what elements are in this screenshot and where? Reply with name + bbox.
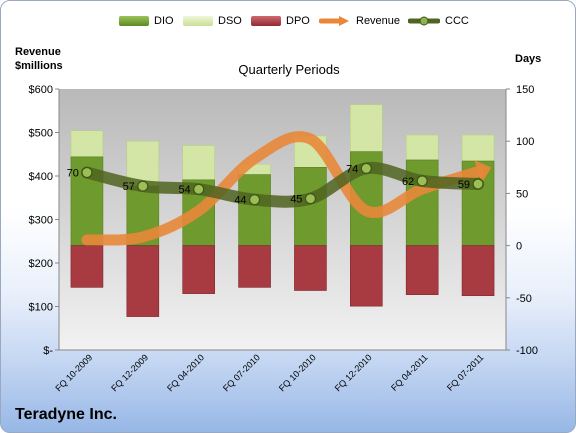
category-label: FQ 12-2009: [109, 352, 150, 393]
revenue-arrowhead: [474, 160, 492, 184]
dio-swatch: [119, 16, 149, 26]
legend-item-revenue: Revenue: [319, 15, 400, 27]
dso-bar: [70, 130, 104, 158]
dpo-bar: [182, 245, 215, 294]
plot-area: [59, 89, 506, 350]
right-tick-label: -100: [516, 345, 538, 357]
company-name: Teradyne Inc.: [15, 406, 117, 423]
left-tick-label: $500: [29, 128, 53, 140]
dpo-bar: [461, 245, 495, 297]
left-axis-title-line2: $millions: [15, 60, 63, 72]
legend-label: DPO: [286, 15, 310, 27]
left-tick-label: $100: [29, 302, 53, 314]
ccc-data-label: 74: [346, 163, 358, 175]
left-tick-label: $400: [29, 171, 53, 183]
ccc-point: [193, 183, 205, 195]
legend-item-dso: DSO: [183, 15, 242, 27]
ccc-data-label: 54: [178, 184, 190, 196]
category-label: FQ 10-2009: [53, 352, 94, 393]
ccc-data-label: 44: [234, 195, 246, 207]
category-label: FQ 04-2011: [389, 352, 430, 393]
ccc-point: [416, 175, 428, 187]
ccc-point: [248, 194, 261, 206]
category-label: FQ 10-2010: [277, 352, 318, 393]
dpo-bar: [350, 245, 383, 307]
ccc-point: [472, 178, 484, 190]
dio-bar: [238, 174, 271, 246]
right-tick-label: -50: [516, 293, 532, 305]
chart-subtitle: Quarterly Periods: [238, 62, 340, 77]
dpo-bar: [405, 245, 439, 295]
dso-bar: [350, 104, 383, 152]
ccc-point: [137, 180, 149, 192]
ccc-point: [360, 162, 372, 174]
legend-item-ccc: CCC: [408, 15, 469, 27]
ccc-data-label: 70: [67, 168, 79, 180]
line-dot-icon: [408, 16, 440, 26]
right-tick-label: 150: [516, 84, 534, 96]
legend-label: DIO: [154, 15, 174, 27]
dso-bar: [405, 134, 439, 161]
revenue-line: [81, 131, 484, 246]
ccc-data-label: 45: [290, 194, 302, 206]
ccc-point: [81, 166, 93, 179]
category-label: FQ 07-2011: [445, 352, 486, 393]
dpo-bar: [70, 245, 104, 288]
right-tick-label: 50: [516, 188, 528, 200]
dso-bar: [461, 134, 495, 162]
dso-bar: [182, 145, 215, 181]
left-tick-label: $-: [43, 345, 53, 357]
dpo-bar: [238, 245, 271, 288]
right-tick-label: 0: [516, 241, 522, 253]
category-label: FQ 07-2010: [221, 352, 262, 393]
legend-label: Revenue: [356, 15, 401, 27]
left-tick-label: $300: [29, 215, 53, 227]
dpo-swatch: [251, 16, 281, 26]
right-tick-label: 100: [516, 136, 534, 148]
left-axis-title: Revenue $millions: [15, 45, 63, 73]
category-label: FQ 12-2010: [333, 352, 374, 393]
ccc-data-label: 62: [402, 176, 414, 188]
right-axis-title: Days: [515, 53, 542, 65]
dso-swatch: [183, 16, 213, 26]
dpo-bar: [126, 245, 160, 317]
ccc-line: [80, 161, 485, 208]
dpo-bar: [294, 245, 327, 291]
category-label: FQ 04-2010: [165, 352, 206, 393]
legend-label: CCC: [445, 15, 469, 27]
legend-item-dpo: DPO: [251, 15, 310, 27]
ccc-data-label: 59: [458, 179, 470, 191]
legend-label: DSO: [218, 15, 242, 27]
left-axis-title-line1: Revenue: [15, 46, 61, 58]
left-tick-label: $200: [29, 258, 53, 270]
legend-item-dio: DIO: [119, 15, 174, 27]
ccc-data-label: 57: [123, 181, 135, 193]
left-tick-label: $600: [29, 84, 53, 96]
arrow-icon: [319, 16, 349, 26]
ccc-point: [304, 193, 317, 205]
